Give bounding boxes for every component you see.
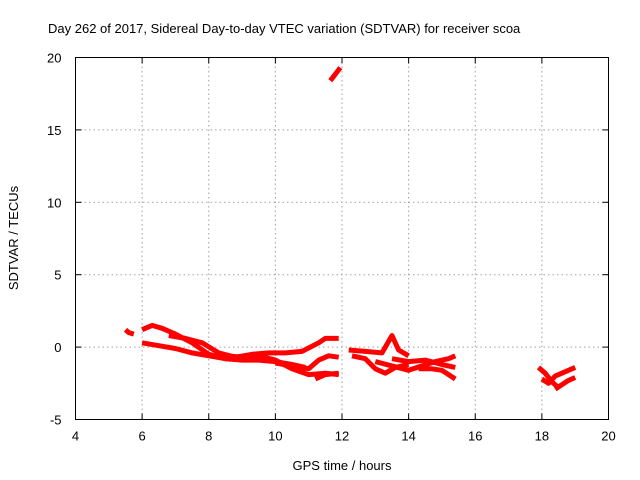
x-tick-label: 18 (535, 429, 549, 444)
axis-ticks: 4 6 8 10 12 14 16 18 20 -5 0 5 10 15 20 (47, 51, 616, 444)
y-tick-label: -5 (50, 413, 62, 428)
series-line-arc-11 (374, 353, 457, 373)
data-traces (123, 66, 577, 392)
y-tick-label: 5 (54, 268, 61, 283)
y-axis-label: SDTVAR / TECUs (6, 185, 21, 290)
series-line-arc-15 (540, 365, 577, 386)
y-tick-label: 15 (47, 123, 61, 138)
x-tick-label: 10 (268, 429, 282, 444)
series-line-arc-9 (348, 333, 410, 358)
y-tick-label: 20 (47, 51, 61, 66)
x-tick-label: 20 (601, 429, 615, 444)
series-line-arc-6 (274, 353, 340, 372)
x-tick-label: 16 (468, 429, 482, 444)
x-tick-label: 6 (139, 429, 146, 444)
x-axis-label: GPS time / hours (293, 458, 392, 473)
y-tick-label: 0 (54, 340, 61, 355)
series-line-arc-7 (314, 370, 339, 382)
x-tick-label: 8 (205, 429, 212, 444)
x-tick-label: 12 (335, 429, 349, 444)
series-line-arc-13 (418, 366, 457, 382)
x-tick-label: 4 (72, 429, 79, 444)
series-line-arc-4 (168, 333, 339, 360)
series-line-arc-8 (328, 66, 343, 83)
series-line-arc-1 (123, 327, 135, 337)
y-tick-label: 10 (47, 195, 61, 210)
series-line-arc-12 (391, 356, 456, 370)
x-tick-label: 14 (401, 429, 415, 444)
series-line-arc-14 (536, 365, 561, 390)
series-line-arc-16 (553, 375, 577, 392)
chart-title: Day 262 of 2017, Sidereal Day-to-day VTE… (48, 21, 521, 36)
grid-lines (75, 57, 609, 420)
